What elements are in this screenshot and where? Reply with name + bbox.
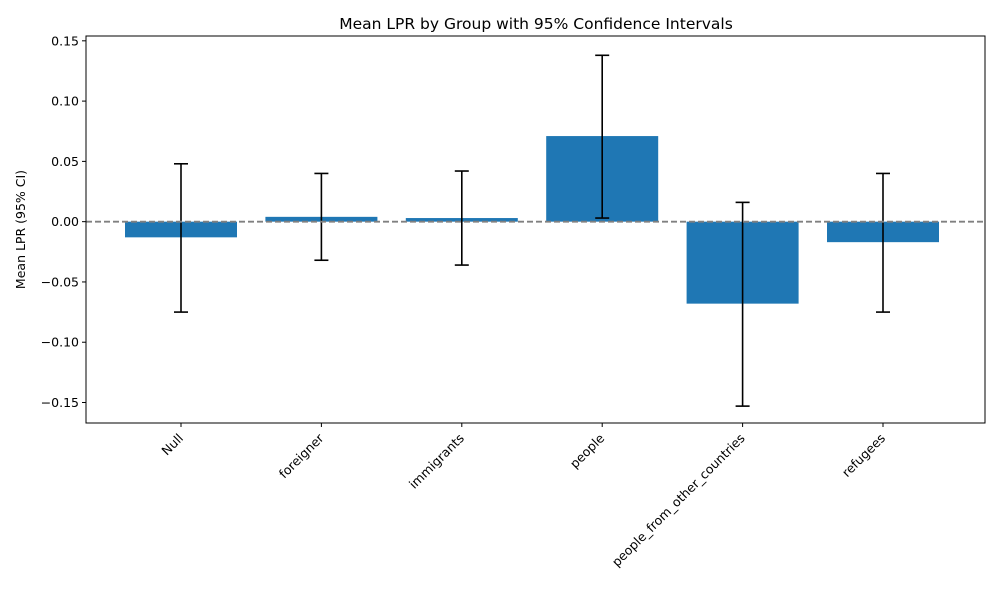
error-bar-people_from_other_countries bbox=[735, 201, 750, 407]
y-tick-label: −0.15 bbox=[41, 395, 79, 410]
x-tick-label-foreigner: foreigner bbox=[276, 430, 327, 481]
error-bar-Null bbox=[174, 162, 188, 313]
y-tick-label: 0.15 bbox=[51, 33, 79, 48]
y-tick-label: −0.05 bbox=[41, 274, 79, 289]
chart-title: Mean LPR by Group with 95% Confidence In… bbox=[339, 15, 733, 33]
plot-frame bbox=[85, 35, 986, 424]
y-axis-label: Mean LPR (95% CI) bbox=[13, 170, 28, 289]
y-tick-label: 0.05 bbox=[51, 154, 79, 169]
x-tick-label-Null: Null bbox=[158, 431, 186, 459]
x-tick-label-people: people bbox=[567, 430, 608, 471]
x-tick-label-people_from_other_countries: people_from_other_countries bbox=[609, 431, 748, 570]
error-bar-immigrants bbox=[454, 170, 469, 266]
x-tick-label-refugees: refugees bbox=[839, 431, 888, 480]
error-bar-foreigner bbox=[314, 172, 329, 262]
y-tick-label: 0.00 bbox=[51, 214, 79, 229]
y-tick-label: −0.10 bbox=[41, 335, 79, 350]
x-tick-label-immigrants: immigrants bbox=[406, 431, 467, 492]
y-tick-label: 0.10 bbox=[51, 94, 79, 109]
error-bar-refugees bbox=[876, 172, 890, 313]
error-bar-people bbox=[595, 54, 610, 219]
